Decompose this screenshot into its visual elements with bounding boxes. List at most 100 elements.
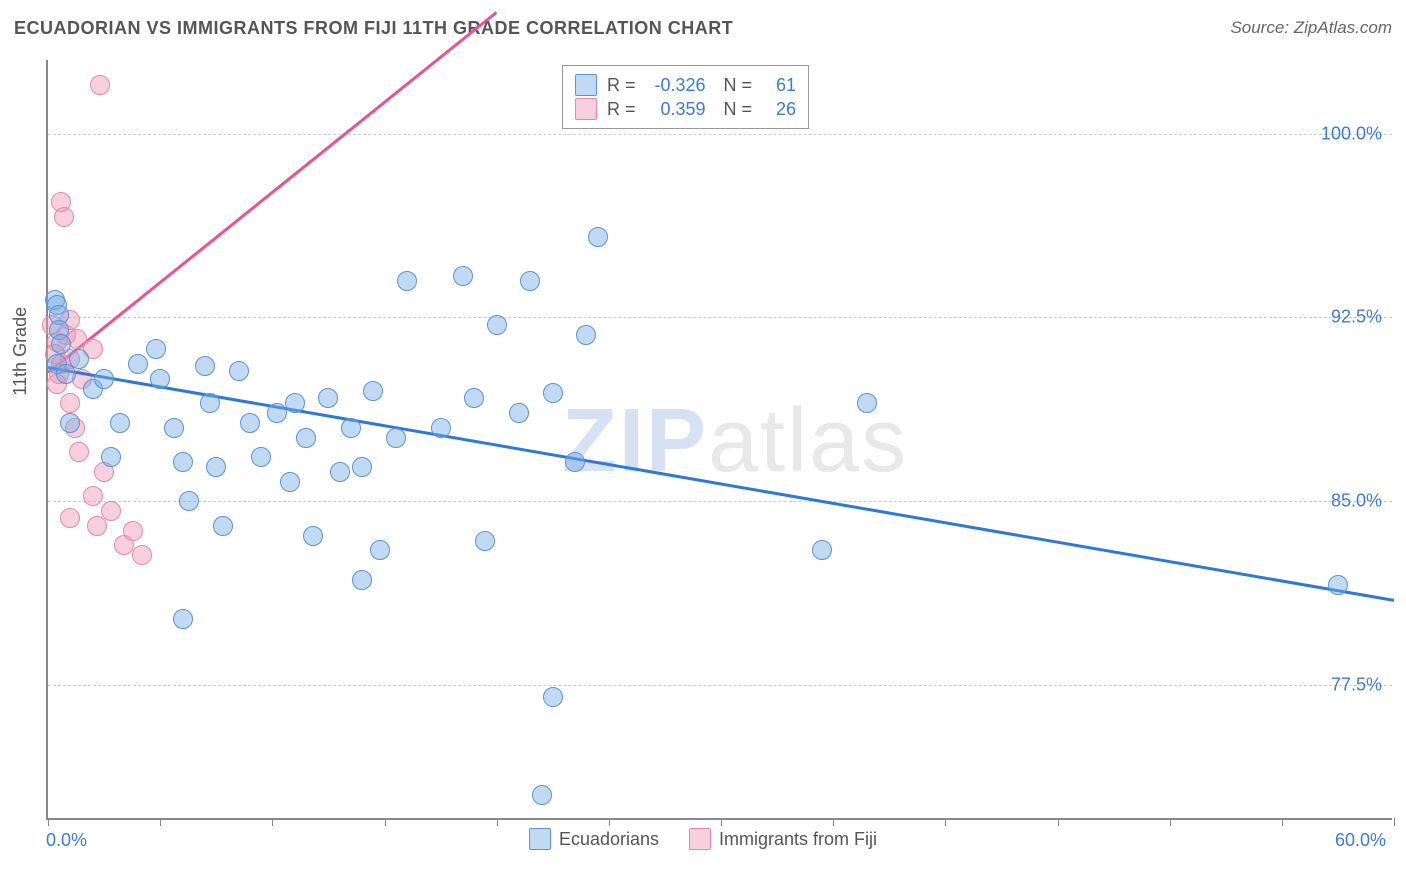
ecuadorians-point bbox=[164, 418, 184, 438]
ecuadorians-point bbox=[386, 428, 406, 448]
ecuadorians-point bbox=[128, 354, 148, 374]
ecuadorians-point bbox=[285, 393, 305, 413]
legend-swatch bbox=[575, 98, 597, 120]
ecuadorians-point bbox=[370, 540, 390, 560]
x-tick bbox=[497, 818, 498, 826]
bottom-legend-label: Immigrants from Fiji bbox=[719, 829, 877, 850]
x-tick bbox=[1282, 818, 1283, 826]
ecuadorians-point bbox=[60, 413, 80, 433]
bottom-legend-item: Ecuadorians bbox=[529, 828, 659, 850]
ecuadorians-point bbox=[267, 403, 287, 423]
chart-title: ECUADORIAN VS IMMIGRANTS FROM FIJI 11TH … bbox=[14, 18, 733, 39]
ecuadorians-point bbox=[200, 393, 220, 413]
x-tick bbox=[48, 818, 49, 826]
ecuadorians-point bbox=[576, 325, 596, 345]
ecuadorians-point bbox=[431, 418, 451, 438]
ecuadorians-point bbox=[150, 369, 170, 389]
x-tick bbox=[721, 818, 722, 826]
x-tick bbox=[833, 818, 834, 826]
gridline bbox=[48, 317, 1392, 318]
ecuadorians-point bbox=[543, 687, 563, 707]
legend-R-label: R = bbox=[607, 99, 636, 120]
fiji-point bbox=[83, 486, 103, 506]
fiji-point bbox=[87, 516, 107, 536]
ecuadorians-point bbox=[303, 526, 323, 546]
ecuadorians-point bbox=[857, 393, 877, 413]
ecuadorians-point bbox=[51, 334, 71, 354]
ecuadorians-point bbox=[543, 383, 563, 403]
ecuadorians-point bbox=[397, 271, 417, 291]
x-tick bbox=[609, 818, 610, 826]
legend-swatch bbox=[575, 74, 597, 96]
legend-N-value: 26 bbox=[762, 99, 796, 120]
legend-stats: R = -0.326 N = 61 R = 0.359 N = 26 bbox=[562, 65, 809, 129]
legend-stats-row: R = -0.326 N = 61 bbox=[575, 74, 796, 96]
fiji-point bbox=[90, 75, 110, 95]
ecuadorians-point bbox=[240, 413, 260, 433]
ecuadorians-point bbox=[588, 227, 608, 247]
ecuadorians-point bbox=[173, 609, 193, 629]
ecuadorians-point bbox=[1328, 575, 1348, 595]
ecuadorians-point bbox=[352, 457, 372, 477]
ecuadorians-point bbox=[453, 266, 473, 286]
ecuadorians-point bbox=[352, 570, 372, 590]
ecuadorians-point bbox=[280, 472, 300, 492]
fiji-point bbox=[54, 207, 74, 227]
ecuadorians-point bbox=[464, 388, 484, 408]
legend-R-value: -0.326 bbox=[646, 75, 706, 96]
ecuadorians-point bbox=[318, 388, 338, 408]
ecuadorians-point bbox=[363, 381, 383, 401]
ecuadorians-point bbox=[487, 315, 507, 335]
ecuadorians-point bbox=[251, 447, 271, 467]
gridline bbox=[48, 501, 1392, 502]
fiji-point bbox=[69, 442, 89, 462]
fiji-point bbox=[60, 508, 80, 528]
ecuadorians-point bbox=[206, 457, 226, 477]
x-tick bbox=[1394, 818, 1395, 826]
ecuadorians-point bbox=[532, 785, 552, 805]
ecuadorians-trendline bbox=[48, 366, 1394, 601]
ecuadorians-point bbox=[520, 271, 540, 291]
legend-swatch bbox=[529, 828, 551, 850]
plot-area: 77.5%85.0%92.5%100.0%ZIPatlasR =-0.326N … bbox=[46, 60, 1392, 820]
y-tick-label: 85.0% bbox=[1331, 491, 1394, 512]
ecuadorians-point bbox=[173, 452, 193, 472]
fiji-point bbox=[123, 521, 143, 541]
ecuadorians-point bbox=[69, 349, 89, 369]
ecuadorians-point bbox=[195, 356, 215, 376]
ecuadorians-point bbox=[330, 462, 350, 482]
y-axis-label: 11th Grade bbox=[10, 307, 31, 396]
ecuadorians-point bbox=[94, 369, 114, 389]
legend-swatch bbox=[689, 828, 711, 850]
y-tick-label: 92.5% bbox=[1331, 307, 1394, 328]
legend-N-label: N = bbox=[724, 99, 753, 120]
ecuadorians-point bbox=[565, 452, 585, 472]
x-tick bbox=[1170, 818, 1171, 826]
legend-R-value: 0.359 bbox=[646, 99, 706, 120]
ecuadorians-point bbox=[179, 491, 199, 511]
gridline bbox=[48, 685, 1392, 686]
ecuadorians-point bbox=[341, 418, 361, 438]
ecuadorians-point bbox=[146, 339, 166, 359]
x-tick bbox=[945, 818, 946, 826]
legend-N-value: 61 bbox=[762, 75, 796, 96]
ecuadorians-point bbox=[296, 428, 316, 448]
x-tick bbox=[160, 818, 161, 826]
chart-source: Source: ZipAtlas.com bbox=[1230, 18, 1392, 39]
legend-N-label: N = bbox=[724, 75, 753, 96]
ecuadorians-point bbox=[812, 540, 832, 560]
ecuadorians-point bbox=[213, 516, 233, 536]
fiji-point bbox=[132, 545, 152, 565]
y-tick-label: 77.5% bbox=[1331, 675, 1394, 696]
bottom-legend-label: Ecuadorians bbox=[559, 829, 659, 850]
ecuadorians-point bbox=[110, 413, 130, 433]
ecuadorians-point bbox=[509, 403, 529, 423]
fiji-point bbox=[60, 393, 80, 413]
fiji-trendline bbox=[47, 11, 497, 373]
x-tick bbox=[1058, 818, 1059, 826]
bottom-legend-item: Immigrants from Fiji bbox=[689, 828, 877, 850]
ecuadorians-point bbox=[229, 361, 249, 381]
ecuadorians-point bbox=[475, 531, 495, 551]
legend-R-label: R = bbox=[607, 75, 636, 96]
bottom-legend: Ecuadorians Immigrants from Fiji bbox=[0, 828, 1406, 850]
